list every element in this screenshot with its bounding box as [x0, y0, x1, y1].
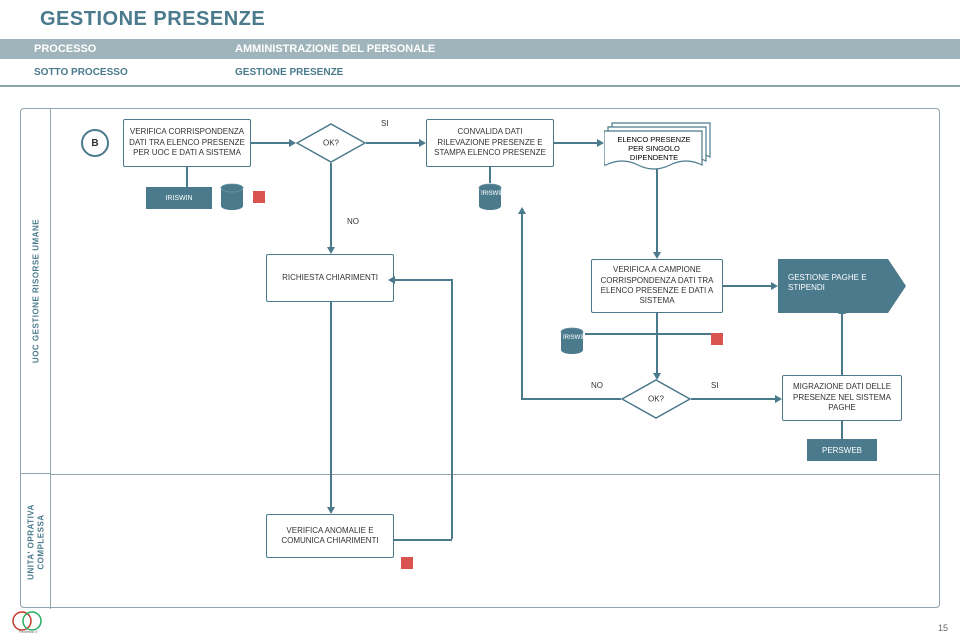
- elenco-down-head: [653, 252, 661, 259]
- arrow-2-head: [419, 139, 426, 147]
- arrow-1-head: [289, 139, 296, 147]
- rich-down-head: [327, 507, 335, 514]
- elenco-down: [656, 169, 658, 254]
- ok2-no-h: [521, 398, 621, 400]
- header-right: AMMINISTRAZIONE DEL PERSONALE: [235, 39, 435, 59]
- verifica-anomalie-box: VERIFICA ANOMALIE E COMUNICA CHIARIMENTI: [266, 514, 394, 558]
- no-label-1: NO: [347, 217, 359, 226]
- subheader-right: GESTIONE PRESENZE: [235, 67, 343, 78]
- no-path-head: [327, 247, 335, 254]
- anom-up: [451, 279, 453, 539]
- start-node: B: [81, 129, 109, 157]
- ok2-text: OK?: [648, 395, 664, 404]
- ok1-text: OK?: [323, 139, 339, 148]
- mig-to-persweb: [841, 421, 843, 439]
- red-marker-1: [253, 191, 265, 203]
- elenco-text: ELENCO PRESENZE PER SINGOLO DIPENDENTE: [610, 135, 698, 162]
- conn-conv-iris: [489, 167, 491, 183]
- decision-ok2: OK?: [621, 379, 691, 419]
- no-path-v: [330, 163, 332, 249]
- iriswin-3-text: IRISWIN: [563, 335, 586, 341]
- ok2-no-v: [521, 213, 523, 399]
- si-label-2: SI: [711, 381, 719, 390]
- richiesta-box: RICHIESTA CHIARIMENTI: [266, 254, 394, 302]
- camp-db-h: [585, 333, 711, 335]
- iriswin-1-cyl: [219, 183, 245, 218]
- anom-up-h: [394, 279, 452, 281]
- swimlane-container: UOC GESTIONE RISORSE UMANE UNITA' OPRATI…: [20, 108, 940, 608]
- no-label-2: NO: [591, 381, 603, 390]
- camp-to-ok2: [656, 313, 658, 375]
- lane-uoc: UOC GESTIONE RISORSE UMANE: [21, 109, 51, 474]
- mig-up-head: [838, 307, 846, 314]
- logo-icon: Federico II: [10, 607, 46, 635]
- arrow-3: [554, 142, 599, 144]
- iriswin-2-text: IRISWIN: [481, 191, 504, 197]
- elenco-doc: ELENCO PRESENZE PER SINGOLO DIPENDENTE: [604, 119, 714, 171]
- conn-v-iris: [186, 167, 188, 187]
- gestione-paghe-shape: GESTIONE PAGHE E STIPENDI: [778, 259, 906, 313]
- anom-r: [394, 539, 452, 541]
- red-marker-2: [711, 333, 723, 345]
- subheader-left: SOTTO PROCESSO: [0, 67, 235, 78]
- header-left: PROCESSO: [0, 39, 235, 59]
- subheader-row: SOTTO PROCESSO GESTIONE PRESENZE: [0, 59, 960, 87]
- lane-unita-label: UNITA' OPRATIVA COMPLESSA: [26, 504, 45, 580]
- ok2-no-head-up: [518, 207, 526, 214]
- arrow-1: [251, 142, 291, 144]
- lane-uoc-label: UOC GESTIONE RISORSE UMANE: [31, 219, 40, 363]
- anom-up-head: [388, 276, 395, 284]
- iriswin-3-cyl: [559, 327, 585, 362]
- iriswin-2-cyl: [477, 183, 503, 218]
- arrow-camp-paghe-head: [771, 282, 778, 290]
- lane-unita: UNITA' OPRATIVA COMPLESSA: [21, 474, 51, 609]
- gestione-paghe-text: GESTIONE PAGHE E STIPENDI: [788, 273, 882, 294]
- verifica-campione-box: VERIFICA A CAMPIONE CORRISPONDENZA DATI …: [591, 259, 723, 313]
- iriswin-db-1: IRISWIN: [146, 187, 212, 209]
- ok2-si-h: [691, 398, 777, 400]
- rich-down: [330, 302, 332, 509]
- si-label-1: SI: [381, 119, 389, 128]
- decision-ok1: OK?: [296, 123, 366, 163]
- header-bar: PROCESSO AMMINISTRAZIONE DEL PERSONALE: [0, 39, 960, 59]
- convalida-box: CONVALIDA DATI RILEVAZIONE PRESENZE E ST…: [426, 119, 554, 167]
- lane2-line2: COMPLESSA: [36, 514, 45, 569]
- flow-area: B VERIFICA CORRISPONDENZA DATI TRA ELENC…: [51, 109, 939, 607]
- verifica-corrispondenza-box: VERIFICA CORRISPONDENZA DATI TRA ELENCO …: [123, 119, 251, 167]
- iriswin-1-text: IRISWIN: [165, 195, 192, 202]
- lane2-line1: UNITA' OPRATIVA: [26, 504, 35, 580]
- arrow-camp-paghe: [723, 285, 773, 287]
- migrazione-box: MIGRAZIONE DATI DELLE PRESENZE NEL SISTE…: [782, 375, 902, 421]
- persweb-tag: PERSWEB: [807, 439, 877, 461]
- arrow-3-head: [597, 139, 604, 147]
- page-number: 15: [938, 623, 948, 633]
- arrow-2: [366, 142, 421, 144]
- red-marker-3: [401, 557, 413, 569]
- svg-text:Federico II: Federico II: [19, 629, 38, 634]
- mig-up: [841, 313, 843, 375]
- page-title: GESTIONE PRESENZE: [0, 0, 960, 39]
- ok2-si-head: [775, 395, 782, 403]
